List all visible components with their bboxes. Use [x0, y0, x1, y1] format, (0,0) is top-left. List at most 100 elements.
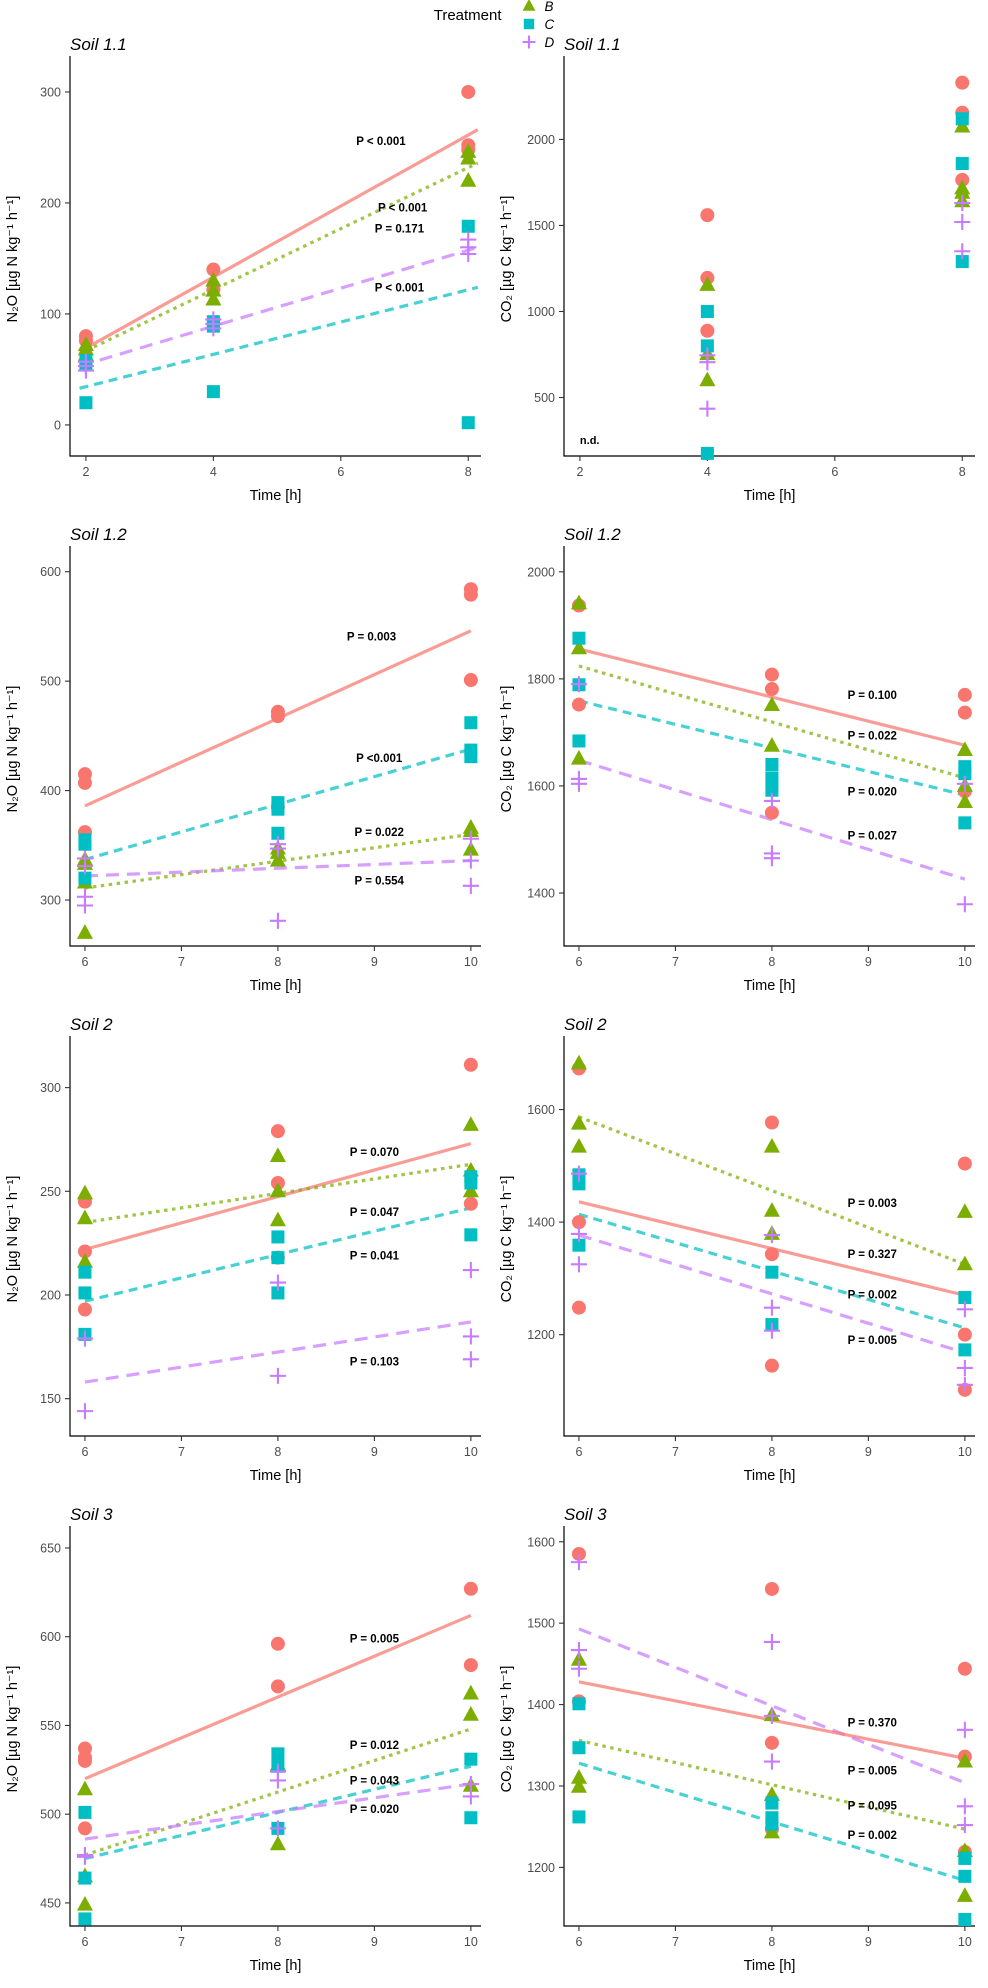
- x-tick-label: 8: [768, 1445, 775, 1459]
- data-point-B: [570, 639, 588, 655]
- x-tick-label: 6: [81, 1935, 88, 1949]
- data-point-B: [76, 1184, 94, 1200]
- panel-soil-1-1-co2: Soil 1.1 2 4 6 8 500 1000 1500 2000 Time [h] CO₂ […: [499, 35, 975, 504]
- y-axis-title: N₂O [µg N kg⁻¹ h⁻¹]: [5, 1176, 21, 1303]
- data-point-B: [460, 149, 477, 165]
- data-point-A: [764, 667, 779, 682]
- legend-item-label: B: [544, 0, 554, 14]
- data-point-C: [271, 826, 285, 840]
- p-value-label-A: P = 0.070: [350, 1147, 399, 1159]
- y-tick-label: 1200: [527, 1861, 555, 1875]
- y-tick-label: 1400: [527, 1216, 555, 1230]
- trend-line-B: [578, 664, 966, 780]
- p-value-label-A: P = 0.005: [350, 1633, 400, 1645]
- x-tick-label: 9: [865, 955, 872, 969]
- legend: Treatment ABCD: [0, 0, 988, 50]
- x-tick-label: 7: [178, 1935, 185, 1949]
- data-point-A: [463, 1057, 478, 1072]
- x-tick-label: 4: [704, 465, 711, 479]
- data-point-B: [570, 1137, 588, 1153]
- y-axis-title: N₂O [µg N kg⁻¹ h⁻¹]: [5, 1666, 21, 1793]
- series-C: [572, 1697, 972, 1926]
- data-point-C: [78, 1265, 92, 1279]
- data-point-D: [570, 676, 588, 693]
- p-value-label-D: P = 0.103: [350, 1356, 399, 1368]
- data-point-D: [956, 1798, 973, 1815]
- data-point-C: [765, 771, 779, 785]
- data-point-C: [572, 1741, 586, 1755]
- series-D: [76, 1262, 479, 1420]
- legend-title: Treatment: [433, 6, 502, 24]
- trend-line-B: [578, 1115, 966, 1266]
- data-point-D: [205, 320, 222, 337]
- panel-title: Soil 3: [564, 1505, 607, 1524]
- data-point-B: [763, 696, 780, 712]
- data-point-D: [956, 775, 973, 792]
- x-tick-label: 2: [82, 465, 89, 479]
- data-point-A: [700, 323, 715, 338]
- p-value-label-B: P = 0.047: [350, 1207, 399, 1219]
- data-point-C: [78, 1286, 92, 1300]
- data-point-A: [957, 1156, 972, 1171]
- y-tick-label: 450: [40, 1896, 61, 1910]
- panel-title: Soil 1.1: [70, 35, 127, 54]
- data-point-B: [269, 1182, 286, 1198]
- data-point-C: [206, 385, 220, 399]
- data-point-B: [205, 271, 222, 287]
- x-axis-title: Time [h]: [744, 1468, 796, 1484]
- x-axis-title: Time [h]: [744, 978, 796, 994]
- data-point-A: [77, 1821, 92, 1836]
- trend-line-A: [78, 128, 479, 354]
- panel-soil-2-n2o: Soil 2 6 7 8 9 10 150 200 250 300 Time [h] N₂O [µg …: [5, 1015, 481, 1484]
- series-B: [699, 117, 971, 387]
- data-point-B: [763, 1137, 780, 1153]
- y-tick-label: 500: [40, 1808, 61, 1822]
- data-point-D: [462, 1351, 479, 1368]
- x-tick-label: 10: [958, 1935, 972, 1949]
- data-point-A: [206, 262, 221, 277]
- data-point-A: [77, 775, 92, 790]
- y-tick-label: 300: [40, 1081, 61, 1095]
- data-point-C: [765, 1796, 779, 1810]
- legend-item-D: D: [520, 33, 554, 51]
- data-point-C: [464, 750, 478, 764]
- data-point-D: [269, 1274, 286, 1291]
- data-point-D: [763, 1753, 780, 1770]
- data-point-C: [958, 1851, 972, 1865]
- data-point-C: [271, 1747, 285, 1761]
- y-tick-label: 200: [40, 196, 61, 210]
- series-D: [570, 1554, 973, 1834]
- x-tick-label: 10: [958, 955, 972, 969]
- data-point-B: [205, 281, 222, 297]
- x-tick-label: 6: [575, 1935, 582, 1949]
- data-point-C: [78, 837, 92, 851]
- data-point-C: [700, 446, 714, 460]
- data-point-C: [271, 1286, 285, 1300]
- data-point-C: [955, 255, 969, 269]
- y-tick-label: 1600: [527, 1535, 555, 1549]
- series-D: [77, 231, 477, 379]
- data-point-B: [699, 371, 716, 387]
- data-point-D: [699, 354, 716, 371]
- data-point-D: [570, 1641, 588, 1659]
- panel-title: Soil 2: [564, 1015, 607, 1034]
- x-axis-title: Time [h]: [744, 1958, 796, 1974]
- data-point-A: [955, 75, 970, 90]
- triangle-icon: [522, 0, 535, 11]
- data-point-C: [271, 802, 285, 816]
- y-tick-label: 300: [40, 85, 61, 99]
- data-point-C: [765, 758, 779, 772]
- legend-item-label: C: [544, 16, 555, 32]
- data-point-D: [570, 1554, 588, 1571]
- data-point-A: [764, 1581, 779, 1596]
- data-point-D: [462, 852, 479, 869]
- data-point-D: [956, 1301, 973, 1318]
- data-point-A: [764, 1115, 779, 1130]
- x-tick-label: 10: [464, 955, 478, 969]
- data-point-A: [463, 673, 478, 688]
- data-point-C: [765, 1817, 779, 1831]
- data-point-D: [76, 858, 94, 875]
- data-point-B: [76, 924, 94, 939]
- trend-line-A: [84, 1613, 472, 1781]
- y-tick-label: 1400: [527, 887, 555, 901]
